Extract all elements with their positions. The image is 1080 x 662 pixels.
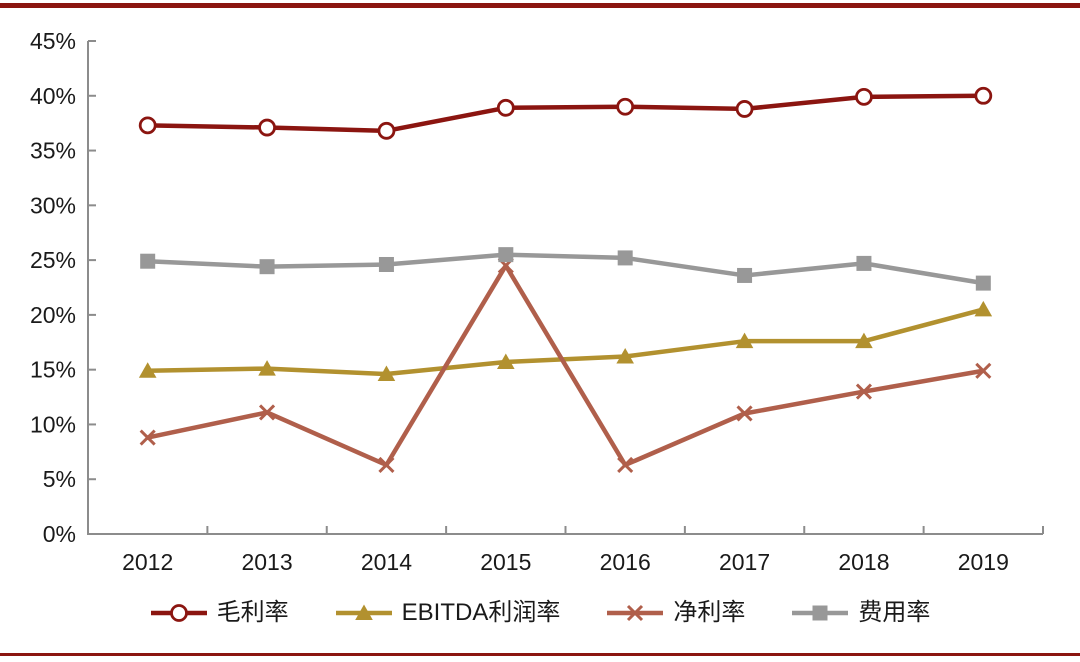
y-axis-tick-label: 25% bbox=[30, 247, 76, 273]
marker-gross-margin bbox=[377, 121, 396, 140]
marker-ebitda-margin bbox=[735, 332, 754, 349]
marker-net-margin bbox=[259, 404, 276, 421]
legend-item-ebitda-margin: EBITDA利润率 bbox=[335, 599, 561, 626]
marker-expense-ratio bbox=[975, 275, 991, 291]
x-axis-tick-label: 2015 bbox=[480, 549, 531, 575]
y-axis-tick-label: 15% bbox=[30, 357, 76, 383]
marker-gross-margin bbox=[974, 86, 993, 105]
legend-marker-x-icon bbox=[607, 604, 664, 622]
legend-marker-circle-open-icon bbox=[150, 604, 207, 622]
line-chart: 0% 5% 10% 15% 20% 25% 30% 35% 40% 45% 2012 2013 2014… bbox=[30, 28, 1044, 575]
legend-label-net-margin: 净利率 bbox=[673, 599, 746, 626]
y-axis-tick-label: 40% bbox=[30, 83, 76, 109]
legend-label-ebitda-margin: EBITDA利润率 bbox=[401, 599, 561, 626]
marker-net-margin bbox=[139, 429, 156, 446]
series-line-ebitda-margin bbox=[145, 307, 986, 377]
marker-gross-margin bbox=[496, 98, 515, 117]
marker-expense-ratio bbox=[617, 250, 633, 266]
marker-ebitda-margin bbox=[377, 365, 396, 382]
marker-ebitda-margin bbox=[138, 362, 157, 378]
x-axis-tick-label: 2016 bbox=[600, 549, 651, 575]
axis-lines bbox=[87, 41, 1043, 535]
top-accent-rule bbox=[0, 3, 1080, 8]
series-expense-ratio bbox=[140, 247, 991, 291]
marker-gross-margin bbox=[258, 118, 276, 137]
legend-item-net-margin: 净利率 bbox=[606, 601, 745, 625]
marker-ebitda-margin bbox=[974, 300, 993, 317]
x-axis-tick-label: 2018 bbox=[838, 549, 889, 575]
marker-net-margin bbox=[855, 383, 872, 400]
marker-ebitda-margin bbox=[616, 348, 634, 364]
bottom-accent-rule bbox=[0, 653, 1080, 656]
marker-net-margin bbox=[378, 456, 395, 474]
series-line-gross-margin bbox=[145, 93, 986, 134]
marker-net-margin bbox=[736, 405, 753, 422]
series-ebitda-margin bbox=[138, 300, 993, 382]
marker-net-margin bbox=[617, 456, 634, 474]
marker-ebitda-margin bbox=[855, 332, 873, 349]
series-net-margin bbox=[139, 257, 992, 474]
marker-ebitda-margin bbox=[258, 360, 276, 376]
marker-expense-ratio bbox=[259, 259, 275, 275]
x-axis-tick-label: 2014 bbox=[361, 549, 412, 575]
y-axis-tick-label: 20% bbox=[30, 302, 76, 328]
marker-gross-margin bbox=[855, 87, 873, 106]
series-gross-margin bbox=[138, 86, 993, 140]
chart-legend: 毛利率 EBITDA利润率 净利率 费用率 bbox=[0, 592, 1080, 634]
y-axis-tick-label: 5% bbox=[43, 466, 76, 492]
x-axis-tick-label: 2017 bbox=[719, 549, 770, 575]
series-line-net-margin bbox=[145, 263, 986, 468]
legend-label-expense-ratio: 费用率 bbox=[858, 599, 931, 626]
y-axis-tick-label: 10% bbox=[30, 411, 76, 437]
marker-expense-ratio bbox=[856, 255, 872, 271]
x-axis-tick-label: 2012 bbox=[122, 549, 173, 575]
y-axis-tick-label: 35% bbox=[30, 138, 76, 164]
marker-expense-ratio bbox=[498, 247, 514, 263]
y-axis-tick-label: 30% bbox=[30, 192, 76, 218]
marker-net-margin bbox=[975, 362, 992, 379]
marker-gross-margin bbox=[138, 116, 157, 135]
marker-expense-ratio bbox=[737, 267, 753, 283]
y-axis-tick-label: 45% bbox=[30, 28, 76, 54]
x-axis-tick-label: 2019 bbox=[958, 549, 1009, 575]
y-axis-tick-label: 0% bbox=[43, 521, 76, 547]
legend-marker-square-icon bbox=[792, 605, 849, 621]
x-axis-tick-label: 2013 bbox=[241, 549, 292, 575]
chart-container: 0% 5% 10% 15% 20% 25% 30% 35% 40% 45% 2012 2013 2014… bbox=[30, 28, 1044, 575]
marker-ebitda-margin bbox=[497, 353, 515, 369]
marker-expense-ratio bbox=[140, 253, 156, 269]
marker-gross-margin bbox=[616, 97, 635, 116]
legend-item-expense-ratio: 费用率 bbox=[791, 601, 930, 625]
series-line-expense-ratio bbox=[145, 252, 986, 286]
legend-label-gross-margin: 毛利率 bbox=[216, 599, 289, 626]
marker-gross-margin bbox=[735, 100, 754, 118]
legend-marker-triangle-icon bbox=[335, 604, 392, 620]
legend-item-gross-margin: 毛利率 bbox=[150, 601, 289, 625]
marker-expense-ratio bbox=[378, 256, 394, 272]
